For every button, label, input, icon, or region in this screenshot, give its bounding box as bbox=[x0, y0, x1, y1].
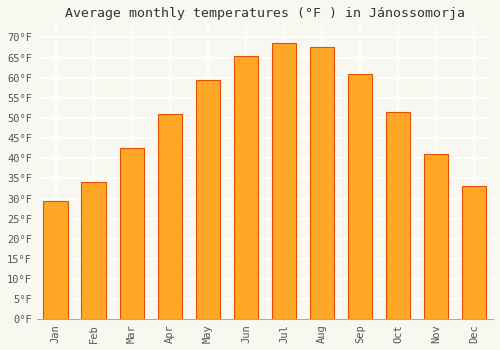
Bar bbox=[158, 114, 182, 320]
Bar bbox=[44, 201, 68, 320]
Bar bbox=[196, 80, 220, 320]
Bar bbox=[120, 148, 144, 320]
Bar bbox=[234, 56, 258, 320]
Bar bbox=[310, 48, 334, 320]
Bar bbox=[82, 182, 106, 320]
Title: Average monthly temperatures (°F ) in Jánossomorja: Average monthly temperatures (°F ) in Já… bbox=[65, 7, 465, 20]
Bar bbox=[386, 112, 410, 320]
Bar bbox=[272, 43, 296, 320]
Bar bbox=[348, 74, 372, 320]
Bar bbox=[424, 154, 448, 320]
Bar bbox=[462, 187, 486, 320]
